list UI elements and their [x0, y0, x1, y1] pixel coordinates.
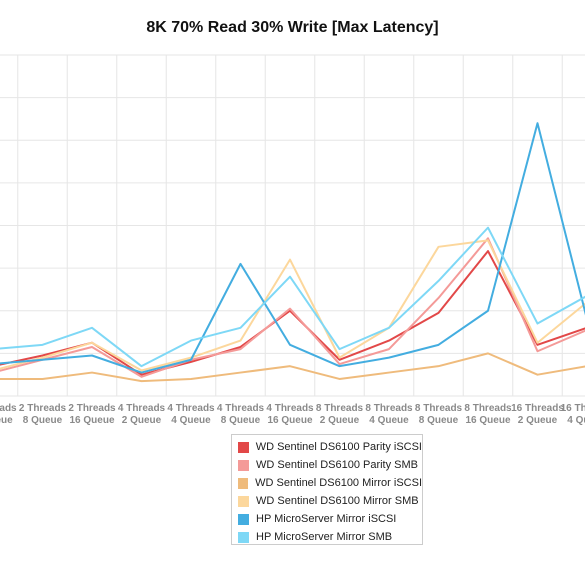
legend-item[interactable]: HP MicroServer Mirror iSCSI: [232, 510, 422, 528]
x-tick-label: 8 Threads 2 Queue: [316, 403, 364, 426]
series-line-5: [0, 122, 585, 374]
x-tick-label: 8 Threads 4 Queue: [365, 403, 413, 426]
legend-swatch: [238, 477, 249, 489]
x-tick-label: 2 Threads 16 Queue: [68, 403, 116, 426]
legend-item[interactable]: WD Sentinel DS6100 Mirror iSCSI: [232, 474, 422, 492]
legend-swatch: [238, 513, 249, 525]
legend-label: WD Sentinel DS6100 Parity SMB: [256, 459, 419, 471]
series-line-6: [0, 226, 585, 368]
legend-item[interactable]: WD Sentinel DS6100 Mirror SMB: [232, 492, 422, 510]
legend-item[interactable]: HP MicroServer Mirror SMB: [232, 528, 422, 546]
series-line-3: [0, 352, 585, 383]
x-tick-label: 2 Threads 8 Queue: [19, 403, 67, 426]
x-tick-label: 4 Threads 4 Queue: [167, 403, 215, 426]
legend-item[interactable]: WD Sentinel DS6100 Parity iSCSI: [232, 438, 422, 456]
vertical-gridlines: [17, 55, 563, 396]
legend-swatch: [238, 459, 249, 471]
x-tick-label: 8 Threads 16 Queue: [464, 403, 512, 426]
series-lines: [0, 122, 585, 383]
legend-item[interactable]: WD Sentinel DS6100 Parity SMB: [232, 456, 422, 474]
series-line-4: [0, 239, 585, 372]
legend: WD Sentinel DS6100 Parity iSCSI WD Sentin…: [231, 434, 423, 545]
legend-swatch: [238, 441, 249, 453]
x-tick-label: 4 Threads 16 Queue: [266, 403, 314, 426]
legend-swatch: [238, 531, 249, 543]
x-tick-label: 4 Threads 2 Queue: [118, 403, 166, 426]
legend-label: WD Sentinel DS6100 Mirror iSCSI: [255, 477, 422, 489]
x-tick-label: 4 Threads 8 Queue: [217, 403, 265, 426]
legend-label: HP MicroServer Mirror SMB: [256, 531, 393, 543]
x-tick-label: 16 Threads 2 Queue: [511, 403, 564, 426]
legend-label: WD Sentinel DS6100 Mirror SMB: [256, 495, 419, 507]
legend-label: HP MicroServer Mirror iSCSI: [256, 513, 397, 525]
legend-swatch: [238, 495, 249, 507]
x-tick-label: 8 Threads 8 Queue: [415, 403, 463, 426]
series-line-2: [0, 237, 585, 378]
chart-title: 8K 70% Read 30% Write [Max Latency]: [146, 19, 439, 36]
legend-label: WD Sentinel DS6100 Parity iSCSI: [255, 441, 422, 453]
